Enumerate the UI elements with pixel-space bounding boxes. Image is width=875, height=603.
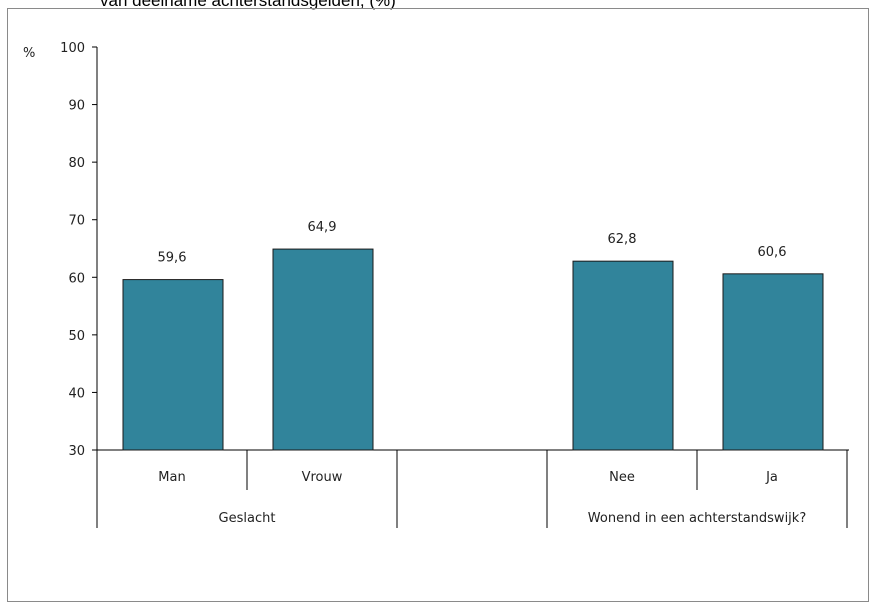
y-tick-label: 90: [68, 99, 85, 114]
chart-frame: [7, 8, 869, 602]
y-tick-label: 30: [68, 444, 85, 459]
data-label: 59,6: [158, 251, 187, 266]
bar-ja: [722, 273, 824, 451]
bar-man: [122, 279, 224, 451]
bar-nee: [572, 260, 674, 451]
data-label: 60,6: [758, 245, 787, 260]
data-label: 64,9: [308, 220, 337, 235]
y-tick-label: 60: [68, 271, 85, 286]
group-label: Geslacht: [219, 511, 276, 526]
data-label: 62,8: [608, 232, 637, 247]
y-tick-label: 100: [60, 41, 85, 56]
y-tick-label: 50: [68, 329, 85, 344]
chart-title-fragment: van deelname achterstandsgelden, (%): [100, 0, 396, 10]
x-category-label: Ja: [765, 470, 778, 485]
y-tick-label: 80: [68, 156, 85, 171]
y-tick-label: 40: [68, 386, 85, 401]
x-category-label: Man: [158, 470, 185, 485]
group-label: Wonend in een achterstandswijk?: [588, 511, 806, 526]
y-axis-label: %: [23, 46, 35, 61]
x-category-label: Vrouw: [302, 470, 343, 485]
bars: [122, 248, 824, 451]
y-tick-label: 70: [68, 214, 85, 229]
x-category-label: Nee: [609, 470, 635, 485]
bar-vrouw: [272, 248, 374, 451]
labels: 30 40 50 60 70 80 90 100% 59,6 Man 64,9 Vrouw 62,8 Ne…: [23, 41, 806, 526]
